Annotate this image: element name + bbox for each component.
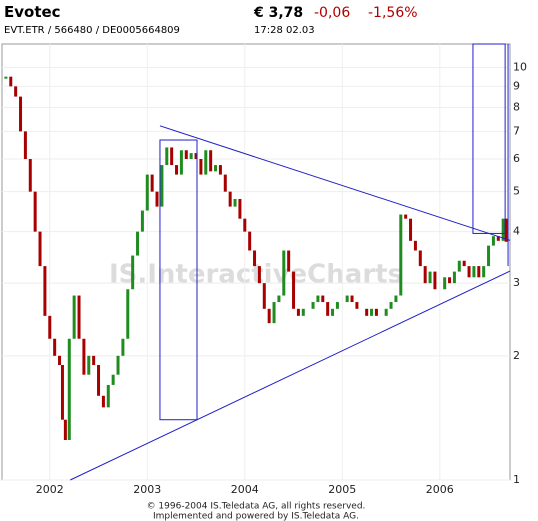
- trend-line: [159, 125, 511, 241]
- y-tick-label: 10: [513, 60, 527, 73]
- y-tick-label: 5: [513, 185, 520, 198]
- footer-line: Implemented and powered by IS.Teledata A…: [153, 512, 359, 521]
- y-tick-label: 3: [513, 276, 520, 289]
- stock-ids: EVT.ETR / 566480 / DE0005664809: [4, 25, 180, 36]
- x-tick-label: 2006: [426, 483, 454, 496]
- footer-line: © 1996-2004 IS.Teledata AG, all rights r…: [147, 502, 366, 512]
- y-tick-label: 8: [513, 100, 520, 113]
- x-tick-label: 2004: [231, 483, 259, 496]
- change-pct: -1,56%: [368, 5, 418, 21]
- stock-name: Evotec: [4, 3, 61, 21]
- x-tick-label: 2005: [328, 483, 356, 496]
- quote-time: 17:28 02.03: [254, 25, 315, 36]
- x-tick-label: 2003: [133, 483, 161, 496]
- trend-line: [70, 270, 511, 481]
- y-tick-label: 6: [513, 152, 520, 165]
- y-tick-label: 2: [513, 349, 520, 362]
- change: -0,06: [314, 5, 351, 21]
- y-tick-label: 1: [513, 473, 520, 486]
- x-tick-label: 2002: [36, 483, 64, 496]
- drawn-rectangle: [472, 43, 506, 234]
- y-tick-label: 7: [513, 124, 520, 137]
- y-tick-label: 9: [513, 79, 520, 92]
- price: € 3,78: [254, 5, 304, 21]
- y-tick-label: 4: [513, 225, 520, 238]
- drawn-rectangle: [159, 139, 198, 421]
